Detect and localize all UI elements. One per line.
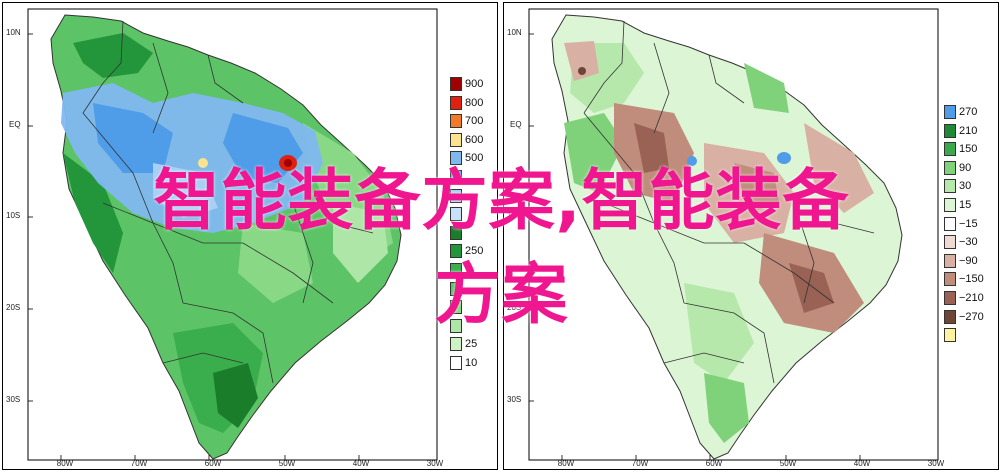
lon-label: 50W	[779, 459, 797, 468]
lat-label: 10S	[507, 211, 522, 220]
watermark-text: 方案	[434, 256, 569, 333]
lon-label: 80W	[56, 459, 74, 468]
legend-swatch	[944, 272, 956, 287]
right-map-panel: 10N EQ 10S 20S 30S 80W 70W 60W 50W 40W 3…	[503, 2, 999, 470]
lat-label: 20S	[6, 303, 21, 312]
lon-label: 70W	[130, 459, 148, 468]
legend-swatch	[450, 337, 462, 352]
legend-label: 500	[465, 152, 484, 165]
legend-swatch	[944, 160, 956, 175]
lat-label: 30S	[507, 395, 522, 404]
legend-swatch	[450, 151, 462, 166]
lon-label: 60W	[204, 459, 222, 468]
legend-label: 700	[465, 115, 484, 128]
legend-swatch	[450, 244, 462, 259]
legend-swatch	[450, 77, 462, 91]
legend-label: 210	[959, 124, 978, 137]
legend-swatch	[944, 179, 956, 194]
legend-swatch	[944, 328, 956, 343]
lat-label: 10N	[507, 28, 522, 37]
legend-swatch	[944, 197, 956, 212]
anomaly-map	[528, 8, 939, 461]
country-borders	[583, 20, 875, 384]
lon-label: 80W	[557, 459, 575, 468]
legend-label: 30	[959, 180, 972, 193]
watermark-text: 智能装备方案,智能装备	[153, 162, 850, 239]
legend-swatch	[944, 216, 956, 231]
legend-label: 25	[465, 338, 478, 351]
legend-label: 15	[959, 198, 972, 211]
legend-label: −15	[959, 217, 978, 230]
lon-label: 30W	[927, 459, 945, 468]
legend-swatch	[450, 114, 462, 129]
legend-label: 270	[959, 106, 978, 118]
country-borders	[82, 20, 374, 384]
legend-swatch	[944, 105, 956, 119]
legend-swatch	[944, 235, 956, 250]
legend-label: 150	[959, 143, 978, 156]
legend-swatch	[944, 142, 956, 157]
lat-label: EQ	[9, 120, 21, 129]
legend-swatch	[944, 290, 956, 305]
lon-label: 40W	[352, 459, 370, 468]
lon-label: 50W	[278, 459, 296, 468]
legend-label: 600	[465, 133, 484, 146]
legend-label: 800	[465, 96, 484, 109]
axis-ticks	[529, 33, 861, 460]
lat-label: 20S	[507, 303, 522, 312]
legend-swatch	[944, 253, 956, 268]
legend-label: 90	[959, 161, 972, 174]
legend-swatch	[944, 309, 956, 324]
legend-swatch	[450, 262, 462, 277]
legend-label: −210	[959, 291, 984, 304]
legend-label: −270	[959, 310, 984, 323]
legend-swatch	[450, 355, 462, 370]
legend-label: −30	[959, 236, 978, 249]
legend-swatch	[944, 123, 956, 138]
precipitation-map	[27, 8, 438, 461]
legend-swatch	[450, 132, 462, 147]
lon-label: 70W	[631, 459, 649, 468]
left-map-panel: 10N EQ 10S 20S 30S 80W 70W 60W 50W 40W 3…	[2, 2, 498, 470]
legend-swatch	[450, 95, 462, 110]
legend-swatch	[450, 169, 462, 184]
legend-swatch	[450, 188, 462, 203]
lat-label: EQ	[510, 120, 522, 129]
legend-label: −150	[959, 273, 984, 286]
legend-swatch	[450, 300, 462, 315]
legend-swatch	[450, 207, 462, 222]
lat-label: 10N	[6, 28, 21, 37]
legend-swatch	[450, 225, 462, 240]
lon-label: 60W	[705, 459, 723, 468]
lon-label: 30W	[426, 459, 444, 468]
legend-label: −90	[959, 254, 978, 267]
legend-label: 10	[465, 356, 478, 369]
lat-label: 30S	[6, 395, 21, 404]
lat-label: 10S	[6, 211, 21, 220]
legend-label: 900	[465, 78, 484, 90]
axis-ticks	[28, 33, 360, 460]
legend-swatch	[450, 281, 462, 296]
lon-label: 40W	[853, 459, 871, 468]
legend-swatch	[450, 318, 462, 333]
legend-label: 250	[465, 245, 484, 258]
